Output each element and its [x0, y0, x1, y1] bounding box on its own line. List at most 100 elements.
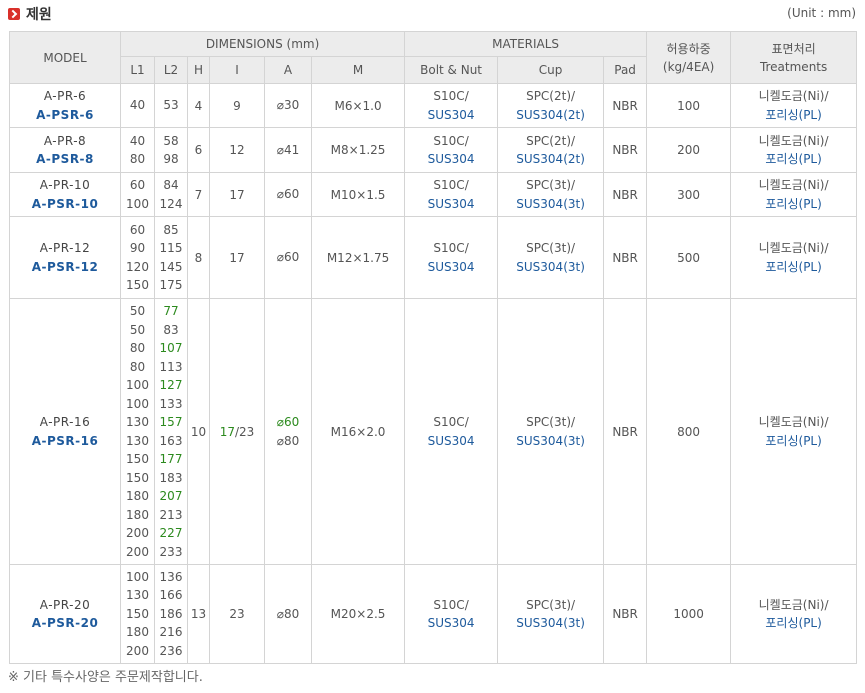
bolt-nut-secondary: SUS304	[427, 616, 475, 630]
m-value: M6×1.0	[334, 98, 382, 113]
header-materials: MATERIALS	[404, 31, 648, 57]
a-value: ⌀30	[276, 98, 300, 113]
header-load: 허용하중 (kg/4EA)	[646, 31, 732, 84]
cup-secondary: SUS304(3t)	[516, 259, 585, 274]
header-load-top: 허용하중	[666, 41, 711, 56]
l1-value: 100	[126, 569, 149, 584]
unit-label: (Unit : mm)	[787, 6, 856, 20]
m-value: M20×2.5	[330, 607, 386, 621]
l2-value: 227	[159, 526, 183, 540]
cup-secondary: SUS304(2t)	[516, 152, 585, 166]
bolt-nut-secondary: SUS304	[427, 433, 475, 448]
table-row: A-PR-6 A-PSR-6 40 53 4 9 ⌀30 M6×1.0 S10C/SUS304 S…	[9, 83, 858, 128]
l2-cell: 85 115 145 175	[154, 216, 188, 299]
treatment-cell: 니켈도금(Ni)/ 포리싱(PL)	[730, 172, 858, 217]
l1-value: 150	[126, 452, 149, 466]
l1-value: 150	[126, 278, 149, 292]
a-cell: ⌀41	[264, 127, 312, 173]
l1-value: 150	[126, 470, 149, 485]
spec-table: MODEL DIMENSIONS (mm) MATERIALS 허용하중 (kg…	[9, 31, 858, 664]
l2-value: 166	[159, 588, 183, 603]
pad-value: NBR	[612, 98, 638, 113]
l2-value: 177	[159, 452, 183, 466]
l2-value: 175	[159, 278, 183, 292]
header-m: M	[310, 56, 406, 84]
l2-value: 236	[159, 643, 183, 658]
load-value: 500	[677, 250, 701, 265]
a-cell: ⌀60 ⌀80	[264, 298, 312, 565]
load-value: 100	[677, 98, 701, 113]
l1-value: 100	[126, 378, 149, 392]
treatment-primary: 니켈도금(Ni)/	[758, 415, 829, 429]
a-value: ⌀60	[276, 250, 300, 265]
bolt-nut-primary: S10C/	[433, 241, 469, 255]
load-value: 300	[677, 187, 701, 202]
i-value: /23	[234, 424, 255, 439]
header-model: MODEL	[9, 31, 121, 84]
model-pr: A-PR-8	[43, 133, 87, 148]
header-i: I	[209, 56, 265, 84]
l1-cell: 40	[120, 83, 155, 128]
header-cup: Cup	[497, 56, 605, 84]
l1-value: 180	[126, 489, 149, 503]
pad-cell: NBR	[603, 83, 648, 128]
model-psr: A-PSR-10	[31, 196, 99, 211]
header-treat-top: 표면처리	[771, 41, 816, 56]
h-value: 6	[194, 143, 203, 157]
l1-cell: 50 50 80 80 100 100 130 130 150 150 180 180 200 200	[120, 298, 155, 565]
l2-value: 83	[163, 322, 179, 337]
load-value: 200	[677, 143, 701, 157]
l2-value: 84	[163, 178, 179, 192]
pad-value: NBR	[612, 607, 638, 621]
m-cell: M16×2.0	[310, 298, 406, 565]
cup-cell: SPC(3t)/ SUS304(3t)	[497, 172, 605, 217]
treatment-secondary: 포리싱(PL)	[765, 433, 822, 448]
l1-value: 60	[129, 178, 146, 192]
i-cell: 23	[209, 564, 265, 664]
header-l2: L2	[154, 56, 188, 84]
a-cell: ⌀80	[264, 564, 312, 664]
l2-value: 213	[159, 507, 183, 522]
l1-value: 200	[126, 643, 149, 658]
i-cell: 17/23	[209, 298, 265, 565]
l2-cell: 58 98	[154, 127, 188, 173]
l1-value: 50	[129, 304, 146, 318]
l1-value: 200	[126, 544, 149, 559]
l2-value: 183	[159, 470, 183, 485]
load-cell: 300	[646, 172, 732, 217]
l1-value: 100	[126, 396, 149, 411]
chevron-right-icon	[8, 8, 20, 20]
treatment-primary: 니켈도금(Ni)/	[758, 89, 829, 103]
table-row: A-PR-8 A-PSR-8 40 80 58 98 6 12 ⌀41 M8×1.25 S10C/S…	[9, 127, 858, 173]
bolt-nut-secondary: SUS304	[427, 259, 475, 274]
i-value: 9	[233, 98, 241, 113]
header-load-bottom: (kg/4EA)	[662, 59, 715, 74]
model-pr: A-PR-20	[39, 597, 91, 612]
table-row: A-PR-16 A-PSR-16 50 50 80 80 100 100 130 130 150 15…	[9, 298, 858, 565]
l2-value: 163	[159, 433, 183, 448]
l1-value: 40	[129, 133, 146, 148]
cup-cell: SPC(3t)/ SUS304(3t)	[497, 216, 605, 299]
load-cell: 500	[646, 216, 732, 299]
m-cell: M10×1.5	[310, 172, 406, 217]
a-cell: ⌀60	[264, 172, 312, 217]
spec-table-body: A-PR-6 A-PSR-6 40 53 4 9 ⌀30 M6×1.0 S10C/SUS304 S…	[9, 83, 858, 664]
bolt-nut-primary: S10C/	[433, 133, 469, 148]
top-bar: 제원 (Unit : mm)	[0, 0, 865, 30]
m-value: M10×1.5	[330, 187, 386, 202]
i-cell: 12	[209, 127, 265, 173]
bolt-nut-cell: S10C/SUS304	[404, 216, 499, 299]
i-cell: 9	[209, 83, 265, 128]
l1-cell: 60 100	[120, 172, 155, 217]
model-cell: A-PR-10 A-PSR-10	[9, 172, 121, 217]
bolt-nut-cell: S10C/SUS304	[404, 564, 499, 664]
header-treatments: 표면처리 Treatments	[730, 31, 858, 84]
l1-value: 180	[126, 625, 149, 640]
treatment-cell: 니켈도금(Ni)/ 포리싱(PL)	[730, 298, 858, 565]
m-value: M12×1.75	[326, 250, 390, 265]
treatment-cell: 니켈도금(Ni)/ 포리싱(PL)	[730, 127, 858, 173]
model-cell: A-PR-6 A-PSR-6	[9, 83, 121, 128]
h-cell: 4	[187, 83, 210, 128]
a-cell: ⌀60	[264, 216, 312, 299]
l1-value: 180	[126, 507, 149, 522]
